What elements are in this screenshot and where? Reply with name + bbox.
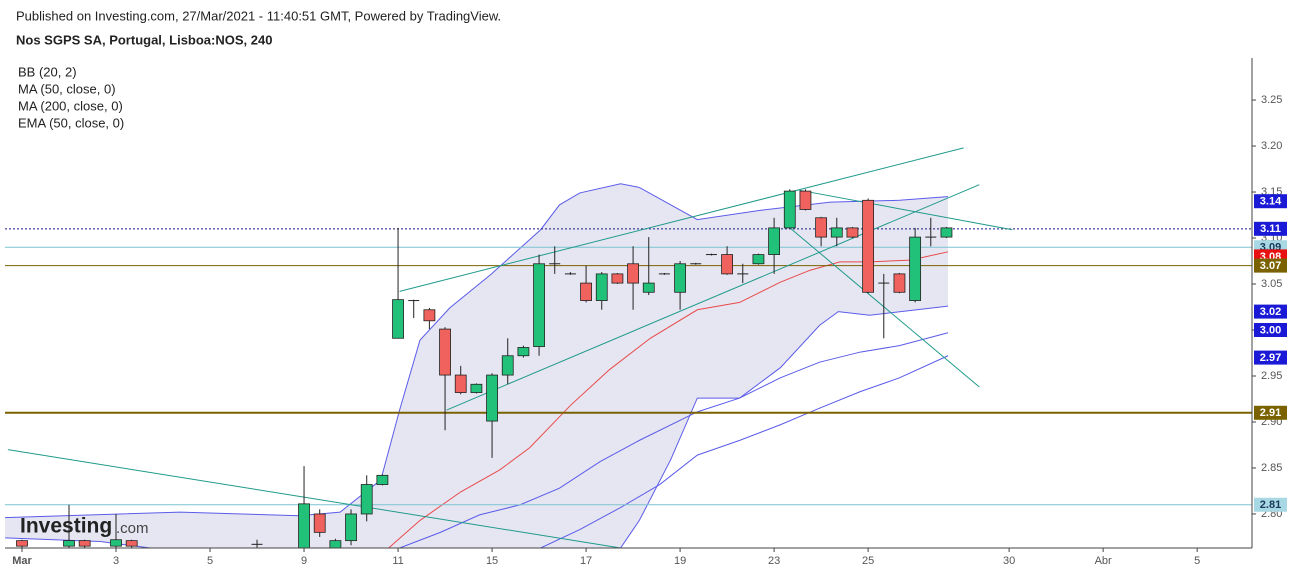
x-tick-label: 5	[207, 555, 213, 567]
price-label: 2.97	[1260, 352, 1281, 364]
candle-body	[940, 227, 953, 238]
y-tick-label: 3.25	[1261, 94, 1282, 106]
price-label-box	[1254, 497, 1287, 512]
candle-body	[501, 355, 514, 376]
trend-line	[446, 184, 980, 411]
price-label: 3.07	[1260, 260, 1281, 272]
candle-body	[862, 199, 875, 293]
price-label-box	[1254, 350, 1287, 365]
price-label-box	[1254, 258, 1287, 273]
indicator-label: MA (50, close, 0)	[18, 81, 116, 96]
plot-area	[5, 147, 1252, 548]
price-label-box	[1254, 304, 1287, 319]
candle-body	[329, 540, 342, 548]
candle-body	[893, 273, 906, 293]
trend-line	[799, 189, 1013, 231]
x-tick-label: 19	[674, 555, 686, 567]
candle-body	[360, 484, 373, 515]
y-tick-label: 2.95	[1261, 370, 1282, 382]
candle-body	[125, 540, 138, 547]
indicator-label: EMA (50, close, 0)	[18, 115, 124, 130]
logo-suffix: .com	[116, 520, 149, 537]
x-tick-label: 30	[1003, 555, 1015, 567]
indicator-label: BB (20, 2)	[18, 64, 77, 79]
candle-body	[799, 190, 812, 210]
candle-body	[439, 328, 451, 376]
price-label: 3.11	[1260, 223, 1281, 235]
x-tick-label: 25	[862, 555, 874, 567]
trend-line	[786, 224, 980, 388]
y-tick-label: 2.85	[1261, 462, 1282, 474]
candle-body	[580, 282, 592, 301]
candle-body	[674, 263, 686, 293]
candle-body	[454, 374, 467, 393]
x-tick-label: 5	[1194, 555, 1200, 567]
candle-body	[595, 273, 608, 301]
x-tick-label: 9	[301, 555, 307, 567]
indicator-label: MA (200, close, 0)	[18, 98, 123, 113]
band-upper	[5, 183, 949, 519]
indicator-line	[540, 355, 949, 548]
candle-body	[313, 513, 326, 533]
candle-body	[345, 513, 357, 542]
price-label-box	[1254, 322, 1287, 337]
x-tick-label: 3	[113, 555, 119, 567]
candle-body	[423, 309, 436, 322]
candle-body	[783, 190, 796, 229]
price-label: 3.14	[1260, 196, 1282, 208]
chart-title: Nos SGPS SA, Portugal, Lisboa:NOS, 240	[16, 32, 272, 47]
axes: 2.802.852.902.953.003.053.103.153.203.25…	[12, 94, 1287, 567]
y-tick-label: 3.05	[1261, 278, 1282, 290]
indicator-legend: BB (20, 2) MA (50, close, 0) MA (200, clos…	[18, 64, 124, 130]
price-label: 2.81	[1260, 499, 1281, 511]
candle-body	[470, 383, 483, 393]
candle-body	[909, 236, 922, 301]
candle-body	[611, 273, 624, 284]
candle-body	[627, 263, 639, 284]
price-label-box	[1254, 194, 1287, 209]
logo: Investing	[20, 515, 112, 538]
indicator-line	[399, 332, 949, 548]
candle-body	[517, 347, 530, 357]
candle-body	[752, 254, 765, 265]
price-label: 3.00	[1260, 324, 1281, 336]
price-label: 3.02	[1260, 306, 1281, 318]
published-line: Published on Investing.com, 27/Mar/2021 …	[16, 8, 501, 23]
candle-body	[768, 227, 781, 255]
y-tick-label: 3.20	[1261, 140, 1282, 152]
candle-body	[815, 217, 828, 238]
candle-body	[642, 282, 655, 293]
candle-body	[533, 263, 545, 347]
candle-body	[298, 503, 310, 548]
candle-body	[110, 539, 122, 547]
candle-body	[830, 227, 843, 238]
x-tick-label: 15	[486, 555, 498, 567]
x-tick-label: Abr	[1095, 555, 1112, 567]
trend-line	[399, 147, 964, 292]
x-tick-label: 17	[580, 555, 592, 567]
candle-body	[721, 254, 733, 275]
candle-body	[63, 540, 75, 547]
candle-body	[376, 474, 389, 485]
band-lower	[5, 305, 949, 548]
band-fill	[5, 183, 949, 548]
trend-line	[7, 449, 621, 548]
x-tick-label: Mar	[12, 555, 32, 567]
price-label: 2.91	[1260, 407, 1281, 419]
candle-body	[486, 374, 498, 422]
candle-body	[16, 540, 28, 547]
indicator-line	[388, 251, 949, 548]
candle-body	[78, 540, 91, 547]
candle-body	[392, 299, 404, 339]
x-tick-label: 23	[768, 555, 780, 567]
price-label-box	[1254, 405, 1287, 420]
candle-body	[846, 227, 859, 238]
price-label-box	[1254, 221, 1287, 236]
x-tick-label: 11	[392, 555, 403, 567]
